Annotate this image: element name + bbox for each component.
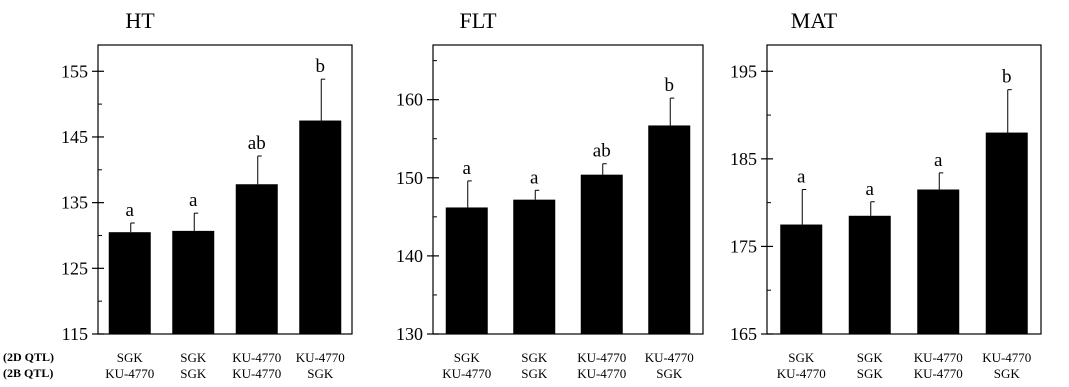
mat-category-label-2d: KU-4770 bbox=[982, 350, 1031, 365]
mat-bar bbox=[780, 224, 823, 334]
ht-y-tick-label: 155 bbox=[61, 61, 88, 81]
flt-chart-title: FLT bbox=[459, 8, 497, 33]
ht-plot-frame bbox=[97, 44, 353, 335]
mat-significance-letter: a bbox=[866, 179, 875, 200]
ht-y-tick-label: 145 bbox=[61, 127, 88, 147]
mat-significance-letter: a bbox=[934, 150, 943, 171]
flt-category-label-2d: SGK bbox=[521, 350, 548, 365]
mat-bar bbox=[848, 215, 891, 334]
ht-category-label-2b: KU-4770 bbox=[232, 366, 281, 381]
ht-chart-title: HT bbox=[125, 8, 155, 33]
ht-y-tick-label: 125 bbox=[61, 258, 88, 278]
ht-y-tick-label: 135 bbox=[61, 193, 88, 213]
mat-category-label-2d: SGK bbox=[788, 350, 815, 365]
mat-y-tick-label: 185 bbox=[730, 149, 757, 169]
mat-plot-frame bbox=[766, 44, 1042, 335]
flt-significance-letter: a bbox=[463, 158, 472, 179]
ht-bar bbox=[299, 120, 342, 334]
flt-bar bbox=[445, 207, 488, 334]
mat-category-label-2b: KU-4770 bbox=[914, 366, 963, 381]
mat-category-label-2b: KU-4770 bbox=[777, 366, 826, 381]
flt-plot-frame bbox=[432, 44, 704, 335]
ht-bar bbox=[172, 230, 215, 334]
flt-bar bbox=[513, 199, 556, 334]
flt-y-tick-label: 140 bbox=[396, 246, 423, 266]
mat-y-tick-label: 175 bbox=[730, 236, 757, 256]
mat-category-label-2d: KU-4770 bbox=[914, 350, 963, 365]
flt-bar bbox=[580, 174, 623, 334]
mat-category-label-2d: SGK bbox=[857, 350, 884, 365]
flt-category-label-2d: KU-4770 bbox=[645, 350, 694, 365]
flt-category-label-2b: SGK bbox=[656, 366, 683, 381]
ht-y-tick-label: 115 bbox=[62, 324, 88, 344]
ht-bar bbox=[235, 184, 278, 334]
flt-y-tick-label: 130 bbox=[396, 324, 423, 344]
flt-category-label-2d: KU-4770 bbox=[577, 350, 626, 365]
ht-category-label-2d: KU-4770 bbox=[296, 350, 345, 365]
ht-category-label-2b: SGK bbox=[307, 366, 334, 381]
ht-bar bbox=[108, 232, 151, 334]
mat-bar bbox=[985, 132, 1028, 334]
mat-y-tick-label: 165 bbox=[730, 324, 757, 344]
mat-significance-letter: a bbox=[797, 167, 806, 188]
ht-category-label-2d: SGK bbox=[180, 350, 207, 365]
ht-category-label-2b: KU-4770 bbox=[105, 366, 154, 381]
ht-significance-letter: a bbox=[189, 190, 198, 211]
flt-y-tick-label: 150 bbox=[396, 168, 423, 188]
row-label-2b-qtl: (2B QTL) bbox=[3, 366, 54, 380]
ht-category-label-2d: SGK bbox=[117, 350, 144, 365]
flt-category-label-2d: SGK bbox=[454, 350, 481, 365]
flt-significance-letter: b bbox=[665, 75, 675, 96]
flt-category-label-2b: KU-4770 bbox=[577, 366, 626, 381]
ht-category-label-2b: SGK bbox=[180, 366, 207, 381]
flt-y-tick-label: 160 bbox=[396, 90, 423, 110]
mat-chart-title: MAT bbox=[791, 8, 838, 33]
ht-significance-letter: a bbox=[126, 200, 135, 221]
ht-significance-letter: ab bbox=[248, 133, 266, 154]
mat-significance-letter: b bbox=[1002, 67, 1012, 88]
mat-bar bbox=[917, 189, 960, 334]
mat-y-tick-label: 195 bbox=[730, 61, 757, 81]
mat-category-label-2b: SGK bbox=[857, 366, 884, 381]
flt-category-label-2b: SGK bbox=[521, 366, 548, 381]
ht-significance-letter: b bbox=[316, 56, 326, 77]
flt-bar bbox=[648, 125, 691, 334]
flt-significance-letter: a bbox=[530, 167, 539, 188]
flt-category-label-2b: KU-4770 bbox=[442, 366, 491, 381]
row-label-2d-qtl: (2D QTL) bbox=[3, 350, 54, 364]
mat-category-label-2b: SGK bbox=[994, 366, 1021, 381]
flt-significance-letter: ab bbox=[593, 141, 611, 162]
ht-category-label-2d: KU-4770 bbox=[232, 350, 281, 365]
